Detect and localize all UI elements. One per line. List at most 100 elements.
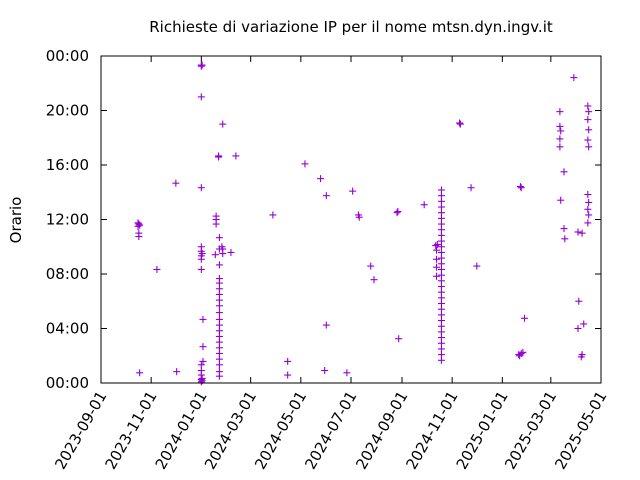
- data-point: [517, 349, 525, 357]
- data-point: [136, 369, 144, 377]
- data-point: [585, 143, 593, 151]
- data-point: [517, 184, 525, 192]
- y-tick-label: 08:00: [46, 265, 89, 283]
- x-tick-label: 2024-07-01: [301, 388, 360, 473]
- data-point: [560, 225, 568, 233]
- data-point: [197, 255, 205, 263]
- data-point: [574, 228, 582, 236]
- data-point: [212, 220, 220, 228]
- data-point: [172, 179, 180, 187]
- x-tick-label: 2024-05-01: [251, 388, 310, 473]
- data-point: [570, 74, 578, 82]
- data-point: [343, 369, 351, 377]
- y-tick-label: 00:00: [46, 374, 89, 392]
- data-point: [585, 126, 593, 134]
- data-point: [584, 191, 592, 199]
- data-point: [284, 371, 292, 379]
- data-point: [211, 251, 219, 259]
- y-tick-label: 00:00: [46, 47, 89, 65]
- data-point: [467, 184, 475, 192]
- data-point: [215, 361, 223, 369]
- data-point: [585, 108, 593, 116]
- data-point: [556, 143, 564, 151]
- data-point: [585, 211, 593, 219]
- data-point: [433, 255, 441, 263]
- data-point: [433, 272, 441, 280]
- axis-ticks: 00:0004:0008:0012:0016:0020:0000:002023-…: [46, 47, 611, 473]
- data-point: [199, 343, 207, 351]
- data-point: [219, 250, 227, 258]
- data-point: [473, 262, 481, 270]
- x-tick-label: 2024-01-01: [152, 388, 211, 473]
- data-point: [370, 276, 378, 284]
- x-tick-label: 2023-09-01: [51, 388, 110, 473]
- y-tick-label: 20:00: [46, 102, 89, 120]
- data-point: [560, 168, 568, 176]
- data-point: [198, 61, 206, 69]
- x-tick-label: 2025-05-01: [551, 388, 610, 473]
- data-point: [395, 335, 403, 343]
- data-point: [197, 93, 205, 101]
- data-point: [135, 220, 143, 228]
- data-point: [437, 356, 445, 364]
- data-point: [578, 229, 586, 237]
- data-point: [284, 357, 292, 365]
- data-point: [574, 325, 582, 332]
- data-point: [584, 102, 592, 110]
- data-point: [355, 213, 363, 221]
- data-point: [432, 242, 440, 250]
- data-point: [521, 314, 529, 322]
- data-point: [585, 198, 593, 206]
- data-point: [433, 246, 441, 254]
- data-point: [301, 160, 309, 168]
- plot-frame: [100, 55, 602, 384]
- data-point: [584, 205, 592, 213]
- data-point: [197, 378, 205, 386]
- y-tick-label: 04:00: [46, 320, 89, 338]
- data-point: [456, 119, 464, 127]
- x-tick-label: 2023-11-01: [101, 388, 160, 473]
- data-points: [134, 61, 593, 386]
- data-point: [197, 265, 205, 273]
- chart-title: Richieste di variazione IP per il nome m…: [149, 18, 553, 36]
- data-point: [198, 374, 206, 382]
- data-point: [227, 248, 235, 256]
- x-tick-label: 2024-11-01: [402, 388, 461, 473]
- data-point: [269, 211, 277, 219]
- data-point: [197, 62, 205, 70]
- data-point: [199, 315, 207, 323]
- x-tick-label: 2024-03-01: [201, 388, 260, 473]
- data-point: [199, 357, 207, 365]
- y-tick-label: 16:00: [46, 156, 89, 174]
- data-point: [215, 153, 223, 161]
- data-point: [135, 233, 143, 241]
- data-point: [456, 120, 464, 128]
- data-point: [215, 261, 223, 269]
- data-point: [519, 348, 527, 356]
- data-point: [215, 372, 223, 380]
- data-point: [394, 208, 402, 216]
- data-point: [197, 184, 205, 192]
- data-point: [173, 368, 181, 376]
- data-point: [433, 263, 441, 271]
- y-tick-label: 12:00: [46, 211, 89, 229]
- data-point: [232, 152, 240, 160]
- data-point: [516, 183, 524, 191]
- y-axis-label: Orario: [7, 197, 25, 244]
- data-point: [215, 302, 223, 310]
- data-point: [219, 120, 227, 128]
- data-point: [215, 309, 223, 317]
- data-point: [317, 175, 325, 183]
- data-point: [153, 265, 161, 273]
- data-point: [198, 250, 206, 258]
- data-point: [556, 135, 564, 143]
- data-point: [215, 234, 223, 242]
- data-point: [557, 196, 565, 204]
- data-point: [136, 221, 144, 229]
- data-point: [367, 262, 375, 270]
- data-point: [393, 209, 401, 217]
- data-point: [584, 136, 592, 144]
- data-point: [349, 187, 357, 195]
- data-point: [556, 122, 564, 130]
